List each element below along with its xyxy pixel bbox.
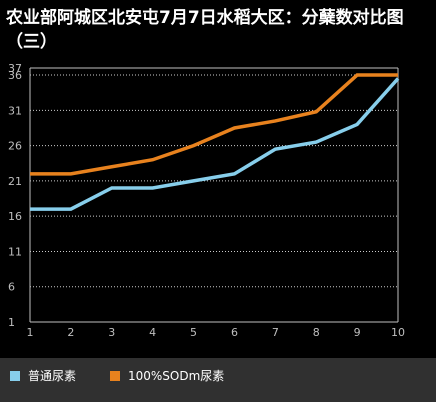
x-tick-label: 2 xyxy=(67,326,74,339)
chart-title: 农业部阿城区北安屯7月7日水稻大区：分蘖数对比图（三） xyxy=(6,8,404,52)
series-lines xyxy=(30,73,400,211)
x-tick-label: 9 xyxy=(354,326,361,339)
legend-label-series-1: 普通尿素 xyxy=(28,369,77,383)
x-tick-label: 7 xyxy=(272,326,279,339)
y-tick-label: 26 xyxy=(8,140,22,153)
y-tick-label: 37 xyxy=(8,62,22,75)
series-line-2 xyxy=(30,73,398,176)
y-tick-label: 1 xyxy=(8,316,15,329)
legend-swatch-series-1 xyxy=(10,370,20,381)
x-tick-label: 4 xyxy=(149,326,156,339)
grid-lines xyxy=(30,74,398,288)
x-axis-ticks: 1 2 3 4 5 6 7 8 9 10 xyxy=(27,326,406,339)
x-tick-label: 5 xyxy=(190,326,197,339)
legend: 普通尿素 100%SODm尿素 xyxy=(0,358,436,402)
plot-area xyxy=(30,68,398,322)
x-tick-label: 8 xyxy=(313,326,320,339)
x-tick-label: 10 xyxy=(391,326,405,339)
x-tick-label: 6 xyxy=(231,326,238,339)
y-tick-label: 11 xyxy=(8,245,22,258)
y-tick-label: 16 xyxy=(8,210,22,223)
x-tick-label: 3 xyxy=(108,326,115,339)
legend-swatch-series-2 xyxy=(110,370,120,381)
axes xyxy=(29,67,399,323)
x-tick-label: 1 xyxy=(27,326,34,339)
legend-label-series-2: 100%SODm尿素 xyxy=(128,369,225,383)
series-line-1 xyxy=(30,77,400,211)
legend-item-series-1[interactable]: 普通尿素 xyxy=(10,367,76,384)
y-tick-label: 36 xyxy=(8,69,22,82)
legend-item-series-2[interactable]: 100%SODm尿素 xyxy=(110,367,224,384)
y-tick-label: 6 xyxy=(8,281,15,294)
y-tick-label: 21 xyxy=(8,175,22,188)
y-tick-label: 31 xyxy=(8,104,22,117)
